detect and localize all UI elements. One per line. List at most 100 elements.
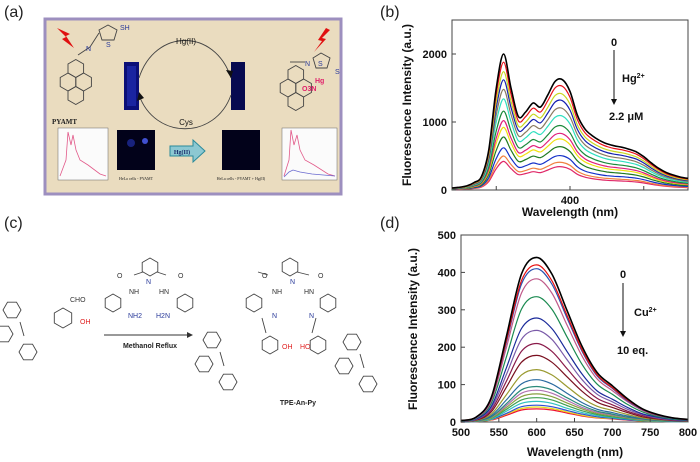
benzene-ring	[319, 293, 337, 313]
y-axis-label: Fluorescence Intensity (a.u.)	[406, 248, 420, 410]
y-tick-label: 1000	[423, 117, 447, 129]
chart-d: 500 550 600 650 700 750 800 0 100 200 300 400 500 Wa…	[406, 230, 697, 459]
benzene-ring	[53, 307, 73, 329]
series-line-5	[460, 317, 689, 422]
series-line-10	[451, 147, 689, 190]
hydroxyl-label: HO	[300, 344, 311, 351]
x-tick-label: 600	[527, 427, 545, 439]
benzene-ring	[358, 375, 378, 393]
x-tick-label: 550	[490, 427, 508, 439]
benzene-ring	[287, 91, 305, 112]
imine-n: N	[309, 313, 314, 320]
hydroxyl-label: OH	[282, 344, 293, 351]
carbonyl-o: O	[117, 273, 123, 280]
cell-blob	[142, 138, 148, 144]
series-line-0	[460, 256, 689, 422]
benzene-ring	[261, 335, 279, 355]
caption-left: HeLa cells - PYAMT	[119, 176, 154, 181]
x-tick-label: 800	[679, 427, 697, 439]
panel-a-graphic: SH N S PYAMT Hg(II) Cys N S S Hg O3N Hg(…	[43, 17, 343, 196]
inset-spectrum-line	[283, 129, 336, 177]
x-axis-label: Wavelength (nm)	[527, 445, 623, 459]
thione-s-label: S	[335, 69, 340, 76]
mercury-label: Hg	[315, 78, 324, 85]
annotation-start: 0	[620, 269, 626, 281]
bond	[359, 353, 365, 369]
y-tick-label: 100	[438, 380, 456, 392]
y-tick-label: 0	[450, 417, 456, 429]
benzene-ring	[218, 373, 238, 391]
pyridine-n: N	[146, 279, 151, 286]
annotation-start: 0	[611, 37, 617, 49]
hydroxyl-label: OH	[80, 319, 91, 326]
cuvette-quenched	[231, 62, 245, 110]
pyridine-n: N	[290, 279, 295, 286]
benzene-ring	[245, 293, 263, 313]
forward-reagent: Hg(II)	[176, 37, 196, 46]
lightning-bolt-icon	[57, 28, 74, 48]
x-tick-label: 500	[452, 427, 470, 439]
arrow-head	[187, 332, 193, 338]
inset-spectrum-line	[283, 169, 336, 178]
reaction-condition: Methanol Reflux	[123, 343, 177, 350]
imine-n: N	[272, 313, 277, 320]
bond	[19, 321, 25, 337]
pyrene-structure-right	[279, 64, 312, 112]
x-tick-label: 650	[565, 427, 583, 439]
panel-label-b: (b)	[380, 4, 400, 21]
benzene-ring	[176, 293, 194, 313]
aldehyde-label: CHO	[70, 297, 86, 304]
product-name: TPE-An-Py	[280, 400, 316, 407]
cell-blob	[127, 139, 135, 147]
panel-label-a: (a)	[4, 4, 24, 21]
annotation-analyte: Hg2+	[622, 73, 645, 85]
bond	[89, 32, 100, 48]
benzene-ring	[202, 331, 222, 349]
benzene-ring	[334, 357, 354, 375]
annotation-end: 10 eq.	[617, 345, 648, 357]
bond	[156, 271, 167, 276]
benzene-ring	[104, 293, 122, 313]
caption-right: HeLa cells - PYAMT + Hg(II)	[217, 176, 266, 181]
nitrate-label: O3N	[302, 86, 316, 93]
x-tick-label: 400	[561, 195, 579, 207]
ring-s-label: S	[318, 61, 323, 68]
carbonyl-o: O	[318, 273, 324, 280]
cell-image-left	[117, 130, 155, 170]
hg-arrow-label: Hg(II)	[174, 149, 190, 156]
inset-spectrum-line	[59, 131, 107, 177]
y-tick-label: 300	[438, 305, 456, 317]
arrow-head	[226, 70, 233, 78]
arrow-head	[611, 99, 617, 105]
pyrene-structure-left	[59, 58, 92, 106]
amine-left: NH2	[128, 313, 142, 320]
benzene-ring	[342, 333, 362, 351]
series-line-7	[451, 119, 689, 190]
benzene-ring	[2, 301, 22, 319]
hg-arrow	[169, 138, 206, 164]
bond	[296, 271, 310, 276]
bond	[77, 46, 91, 56]
series-line-11	[451, 155, 689, 191]
thiadiazole-ring-left	[98, 24, 118, 41]
benzene-ring	[281, 257, 299, 277]
benzene-ring	[141, 257, 159, 277]
y-tick-label: 400	[438, 267, 456, 279]
bond	[133, 271, 144, 276]
probe-name: PYAMT	[52, 118, 77, 126]
panel-c-scheme: CHO OH Methanol Reflux NH HN NH2 H2N N O…	[0, 257, 378, 407]
benzene-ring	[287, 64, 305, 85]
bond	[261, 317, 267, 334]
amide-nh-left: NH	[272, 289, 282, 296]
benzene-ring	[0, 325, 14, 343]
amine-right: H2N	[156, 313, 170, 320]
carbonyl-o: O	[262, 273, 268, 280]
x-axis-label: Wavelength (nm)	[522, 205, 618, 219]
benzene-ring	[194, 355, 214, 373]
annotation-end: 2.2 μM	[609, 111, 643, 123]
benzene-ring	[18, 343, 38, 361]
series-line-6	[460, 329, 689, 422]
arrow-head	[137, 92, 144, 101]
amide-nh-right: HN	[159, 289, 169, 296]
y-tick-label: 2000	[423, 49, 447, 61]
